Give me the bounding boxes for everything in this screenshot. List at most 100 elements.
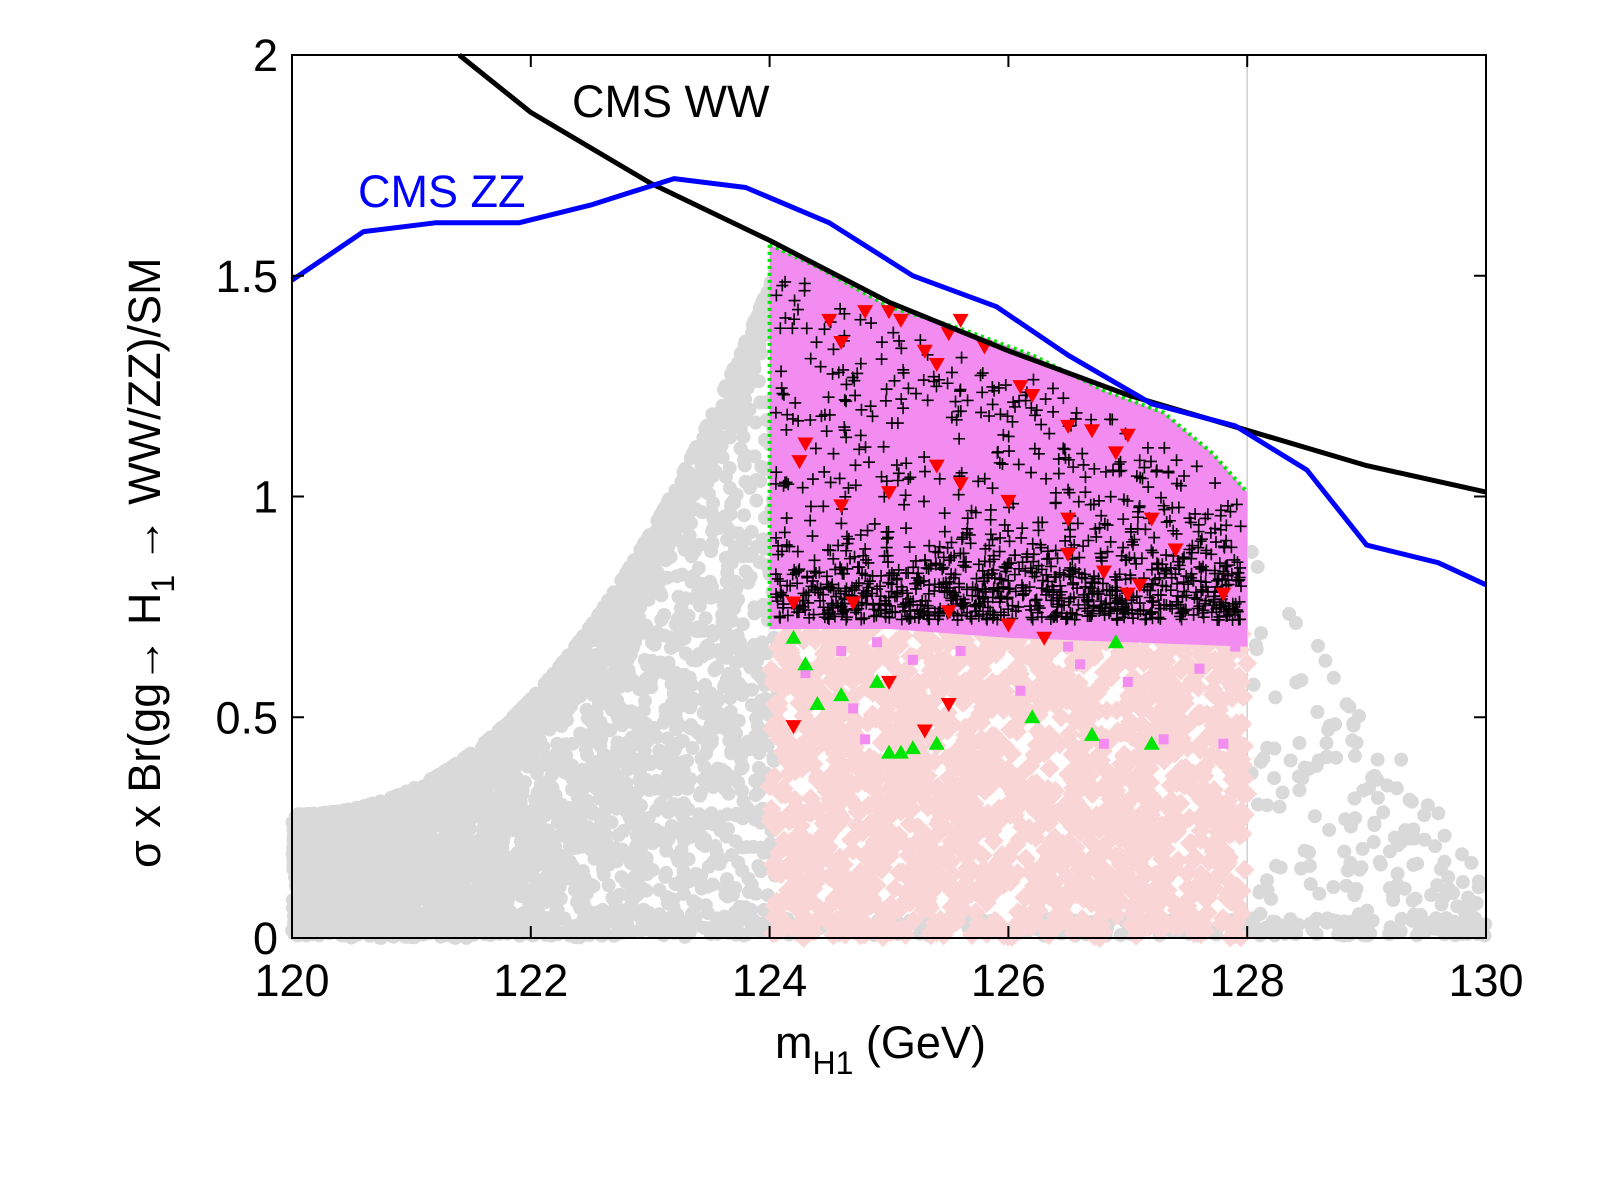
grey-point [684, 696, 699, 711]
grey-point [641, 530, 656, 544]
grey-point [690, 896, 704, 911]
grey-point [709, 845, 724, 860]
grey-point [457, 923, 472, 938]
grey-point [628, 568, 643, 583]
grey-point [1302, 858, 1317, 873]
grey-point [641, 573, 656, 588]
grey-point [505, 727, 520, 742]
grey-point [1253, 928, 1268, 943]
grey-point [520, 923, 535, 938]
grey-point [587, 756, 602, 771]
grey-point [678, 927, 693, 942]
grey-point [606, 654, 621, 669]
grey-point [689, 448, 703, 463]
grey-point [748, 415, 763, 430]
grey-point [550, 736, 565, 751]
grey-point [542, 672, 556, 687]
grey-point [1311, 638, 1325, 653]
grey-point [617, 652, 632, 667]
grey-point [536, 794, 550, 809]
grey-point [674, 600, 689, 615]
grey-point [645, 863, 660, 878]
grey-point [490, 875, 505, 890]
grey-point [311, 839, 326, 853]
grey-point [1390, 866, 1405, 881]
grey-point [766, 753, 781, 768]
grey-point [1253, 754, 1268, 769]
grey-point [1464, 855, 1479, 870]
grey-point [715, 398, 730, 413]
grey-point [472, 833, 487, 847]
grey-point [1318, 653, 1333, 668]
grey-point [581, 820, 595, 835]
grey-point [716, 382, 731, 397]
grey-point [696, 587, 711, 602]
grey-point [727, 666, 742, 681]
grey-point [1417, 808, 1432, 823]
grey-point [1394, 911, 1409, 926]
grey-point [750, 920, 765, 935]
grey-point [560, 680, 575, 695]
grey-point [663, 549, 678, 564]
grey-point [735, 533, 750, 548]
grey-point [540, 870, 555, 885]
grey-point [480, 744, 495, 758]
grey-point [333, 830, 348, 845]
grey-point [750, 666, 765, 681]
grey-point [303, 883, 318, 897]
grey-point [1351, 907, 1366, 922]
grey-point [692, 647, 707, 661]
grey-point [737, 508, 752, 523]
grey-point [346, 913, 361, 928]
grey-point [753, 864, 768, 879]
grey-point [431, 858, 446, 873]
grey-point [718, 512, 733, 527]
grey-point [612, 713, 626, 728]
grey-point [1302, 761, 1317, 776]
grey-point [666, 892, 681, 907]
grey-point [380, 892, 395, 907]
grey-point [675, 734, 690, 748]
grey-point [576, 804, 591, 819]
grey-point [691, 620, 706, 635]
grey-point [1281, 924, 1295, 939]
grey-point [731, 398, 746, 413]
grey-point [560, 800, 575, 815]
grey-point [707, 520, 721, 534]
grey-point [342, 870, 357, 885]
grey-point [529, 908, 544, 923]
grey-point [610, 854, 624, 869]
grey-point [1349, 735, 1364, 750]
grey-point [1275, 785, 1290, 800]
grey-point [656, 783, 670, 798]
grey-point [453, 821, 468, 835]
grey-point [394, 927, 409, 942]
grey-point [571, 679, 586, 694]
grey-point [298, 808, 313, 823]
grey-point [539, 823, 554, 838]
grey-point [1283, 753, 1298, 768]
grey-point [720, 872, 734, 887]
grey-point [351, 817, 366, 832]
grey-point [553, 891, 568, 906]
grey-point [449, 840, 464, 855]
grey-point [393, 816, 408, 831]
grey-point [574, 637, 589, 652]
grey-point [722, 461, 737, 476]
grey-point [587, 851, 602, 866]
grey-point [757, 738, 772, 752]
grey-point [641, 559, 656, 574]
grey-point [1267, 771, 1282, 786]
grey-point [632, 800, 646, 815]
grey-point [348, 805, 362, 820]
grey-point [719, 587, 734, 602]
grey-point [683, 498, 698, 513]
grey-point [1337, 914, 1352, 929]
grey-point [634, 774, 649, 789]
grey-point [744, 877, 759, 892]
grey-point [393, 789, 408, 804]
grey-point [692, 537, 707, 552]
grey-point [1362, 781, 1377, 796]
grey-point [741, 575, 756, 590]
grey-point [643, 920, 658, 935]
